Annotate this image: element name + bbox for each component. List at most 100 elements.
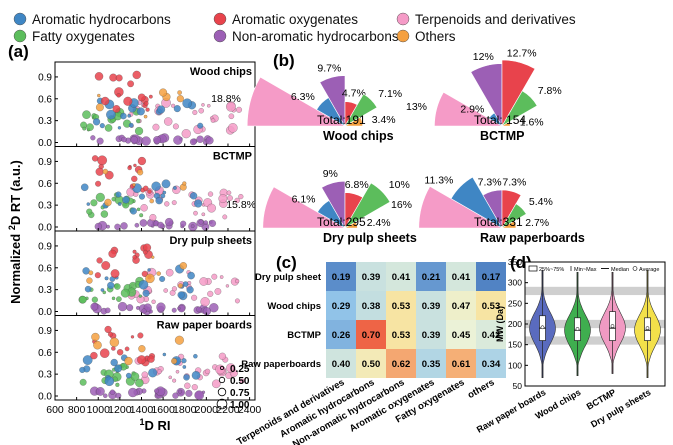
rose-value-label: 11.3%	[424, 174, 453, 186]
scatter-point	[128, 387, 138, 398]
heatmap-cell	[476, 262, 506, 291]
rose-slice	[500, 220, 517, 229]
x-tick-label: 1400	[130, 404, 154, 416]
scatter-point	[226, 190, 232, 196]
scatter-point	[97, 93, 101, 98]
scatter-point	[79, 295, 87, 304]
scatter-point	[108, 249, 117, 258]
heatmap-cell-value: 0.29	[332, 301, 351, 312]
scatter-point	[104, 307, 111, 314]
scatter-point	[208, 219, 216, 227]
scatter-point	[114, 364, 122, 373]
y-axis-label-pre: Normalized	[8, 230, 23, 304]
rose-slice	[501, 203, 527, 229]
y-tick-label: 350	[508, 257, 522, 267]
legend-label: Average	[639, 267, 659, 273]
scatter-point	[91, 296, 98, 303]
legend-label: Aromatic oxygenates	[232, 12, 358, 27]
scatter-point	[156, 271, 161, 276]
heatmap-cell-value: 0.53	[392, 301, 411, 312]
subpanel-title: BCTMP	[213, 151, 252, 163]
heatmap-cell	[476, 291, 506, 320]
scatter-point	[127, 113, 132, 118]
scatter-point	[201, 103, 205, 107]
scatter-point	[141, 136, 151, 146]
rose-value-label: 2.7%	[525, 217, 549, 229]
scatter-point	[171, 103, 176, 108]
scatter-point	[104, 325, 112, 333]
scatter-point	[172, 186, 177, 190]
legend-label: Median	[611, 267, 629, 273]
scatter-point	[196, 306, 202, 313]
scatter-point	[178, 283, 183, 289]
heatmap-cell	[386, 291, 416, 320]
scatter-point	[147, 355, 155, 363]
scatter-point	[140, 204, 148, 212]
rose-value-label: 7.1%	[378, 88, 402, 100]
scatter-point	[93, 118, 101, 126]
x-tick-label: 2200	[216, 404, 240, 416]
scatter-point	[121, 136, 127, 143]
scatter-point	[111, 296, 116, 301]
scatter-point	[156, 302, 166, 312]
heatmap-cell-value: 0.41	[452, 272, 471, 283]
heatmap-row-label: Raw paperboards	[241, 359, 321, 370]
subpanel-title: Raw paper boards	[157, 320, 252, 332]
heatmap-cell	[386, 320, 416, 349]
scatter-point	[116, 349, 124, 356]
scatter-point	[210, 118, 216, 123]
y-tick-label: 0.9	[38, 72, 52, 83]
scatter-point	[176, 95, 184, 103]
size-legend-marker	[218, 376, 226, 384]
rose-slice	[418, 185, 504, 229]
scatter-point	[106, 224, 110, 229]
heatmap-cell-value: 0.45	[452, 330, 471, 341]
scatter-point	[120, 112, 127, 120]
scatter-point	[177, 291, 185, 299]
scatter-point	[222, 214, 228, 220]
scatter-point	[102, 168, 109, 175]
legend-marker	[213, 29, 227, 43]
rose-value-label: 6.3%	[291, 91, 315, 103]
scatter-point	[137, 355, 147, 365]
scatter-point	[79, 366, 86, 373]
scatter-point	[190, 224, 195, 228]
scatter-point	[141, 371, 149, 378]
scatter-point	[143, 114, 148, 119]
rose-total: Total:331	[474, 215, 523, 229]
scatter-point	[136, 306, 140, 310]
scatter-point	[212, 379, 221, 389]
heatmap-cell	[326, 320, 356, 349]
scatter-point	[155, 197, 163, 205]
heatmap-cell-value: 0.41	[392, 272, 411, 283]
rose-value-label: 5.4%	[529, 196, 553, 208]
rose-slice	[500, 121, 511, 127]
scatter-point	[120, 288, 130, 298]
scatter-point	[163, 288, 168, 293]
scatter-point	[171, 200, 177, 206]
scatter-point	[152, 123, 160, 131]
scatter-point	[90, 351, 98, 360]
heatmap-cell	[416, 349, 446, 378]
scatter-point	[141, 270, 148, 277]
scatter-point	[186, 286, 194, 294]
scatter-point	[130, 372, 140, 381]
scatter-point	[139, 213, 144, 218]
scatter-point	[191, 294, 198, 301]
panel-b: (b) 18.8% 6.3% 9.7% 4.7% 7.1% 3.4% Total:191 Woo…	[211, 48, 585, 245]
heatmap-cell	[476, 320, 506, 349]
heatmap-cell-value: 0.50	[362, 359, 381, 370]
top-legend: Aromatic hydrocarbons Aromatic oxygenates…	[13, 12, 576, 44]
scatter-point	[228, 113, 235, 120]
x-tick-label: 1600	[151, 404, 175, 416]
heatmap-cell-value: 0.26	[332, 330, 351, 341]
x-axis-label-main: D RI	[145, 418, 171, 433]
scatter-point	[138, 193, 145, 200]
x-tick-label: 2000	[195, 404, 219, 416]
scatter-point	[234, 197, 240, 204]
legend-marker	[396, 12, 410, 26]
rose-value-label: 15.8%	[226, 199, 256, 211]
scatter-point	[219, 275, 224, 279]
scatter-point	[172, 123, 179, 130]
violin-mean	[610, 324, 615, 328]
